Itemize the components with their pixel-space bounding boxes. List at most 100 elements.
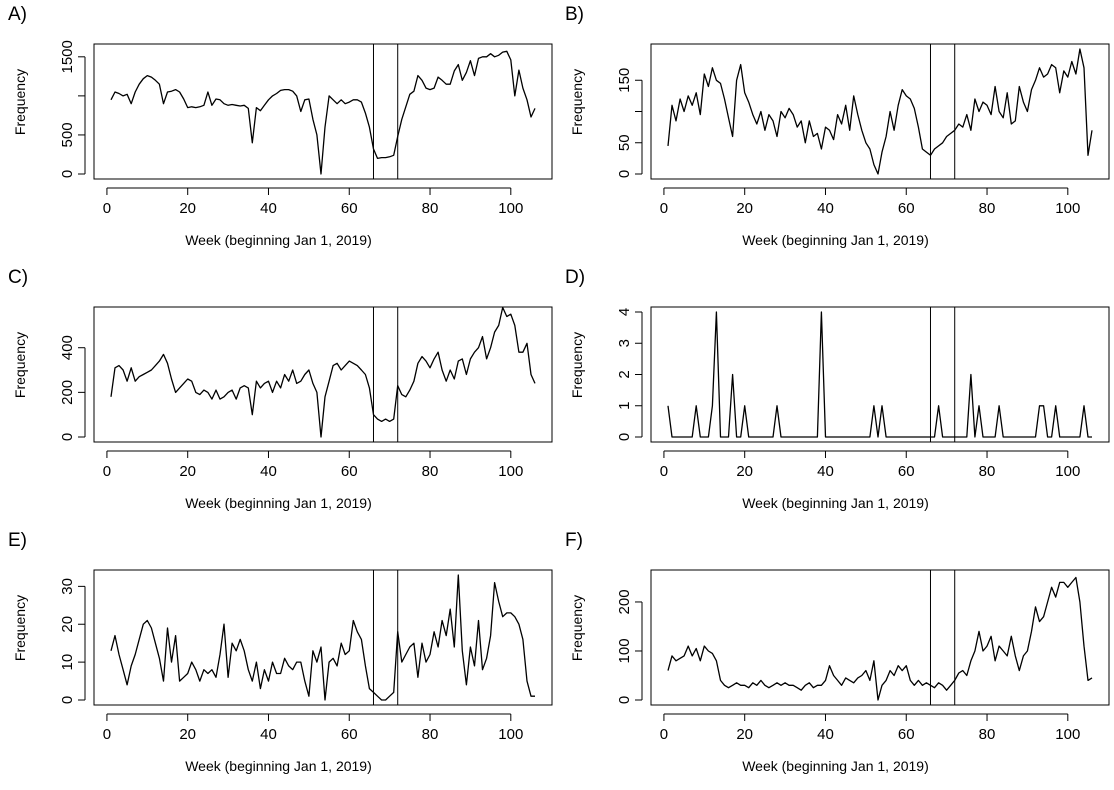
x-tick-label: 60: [341, 726, 358, 743]
chart-svg: 0 20 40 60 80 100 0 100 200: [616, 569, 1110, 743]
y-tick-label: 20: [59, 616, 76, 633]
x-tick-label: 80: [422, 200, 439, 217]
chart-panel-4: 0 20 40 60 80 100 0 1 2 3 4 D) Week (beginning Jan 1…: [557, 263, 1114, 526]
panel-letter: F): [565, 530, 583, 551]
panel-letter: B): [565, 4, 584, 25]
chart-panel-2: 0 20 40 60 80 100 0 50 150 B) Week (beginning Jan …: [557, 0, 1114, 263]
y-tick-label: 0: [59, 696, 76, 704]
x-tick-label: 40: [260, 463, 277, 480]
x-tick-label: 0: [103, 463, 111, 480]
x-axis-label: Week (beginning Jan 1, 2019): [742, 758, 929, 774]
x-tick-label: 80: [979, 200, 996, 217]
chart-panel-3: 0 20 40 60 80 100 0 200 400 C) Week (beginning Jan…: [0, 263, 557, 526]
y-axis-label: Frequency: [12, 594, 28, 662]
plot-frame: [650, 569, 1110, 706]
chart-svg: 0 20 40 60 80 100 0 200 400: [59, 306, 553, 480]
x-tick-label: 100: [498, 200, 523, 217]
chart-svg: 0 20 40 60 80 100 0 10 20 30: [59, 569, 553, 743]
chart-svg: 0 20 40 60 80 100 0 50 150: [616, 43, 1110, 217]
x-axis-label: Week (beginning Jan 1, 2019): [742, 495, 929, 511]
x-tick-label: 60: [898, 463, 915, 480]
chart-panel-1: 0 20 40 60 80 100 0 500 1500 A) Week (beginning Ja…: [0, 0, 557, 263]
y-tick-label: 500: [59, 122, 76, 147]
x-tick-label: 100: [1055, 463, 1080, 480]
series-line: [667, 576, 1093, 701]
x-axis-label: Week (beginning Jan 1, 2019): [742, 232, 929, 248]
plot-frame: [650, 306, 1110, 443]
y-tick-label: 0: [59, 170, 76, 178]
x-tick-label: 60: [898, 726, 915, 743]
x-tick-label: 100: [1055, 200, 1080, 217]
x-tick-label: 0: [103, 200, 111, 217]
panel-letter: A): [8, 4, 27, 25]
y-tick-label: 200: [59, 380, 76, 405]
x-tick-label: 20: [736, 726, 753, 743]
x-tick-label: 40: [260, 200, 277, 217]
x-tick-label: 20: [736, 463, 753, 480]
x-tick-label: 0: [660, 200, 668, 217]
x-axis-label: Week (beginning Jan 1, 2019): [185, 495, 372, 511]
plot-frame: [650, 43, 1110, 180]
x-tick-label: 100: [1055, 726, 1080, 743]
x-tick-label: 80: [979, 463, 996, 480]
y-tick-label: 4: [616, 308, 633, 316]
panel-letter: E): [8, 530, 27, 551]
panel-letter: D): [565, 267, 586, 288]
y-tick-label: 0: [616, 170, 633, 178]
x-tick-label: 20: [179, 726, 196, 743]
x-tick-label: 40: [817, 726, 834, 743]
chart-svg: 0 20 40 60 80 100 0 500 1500: [59, 40, 553, 217]
series-line: [110, 306, 536, 438]
x-tick-label: 100: [498, 726, 523, 743]
x-tick-label: 0: [103, 726, 111, 743]
chart-panel-6: 0 20 40 60 80 100 0 100 200 F) Week (beginning Jan…: [557, 526, 1114, 789]
y-tick-label: 50: [616, 134, 633, 151]
y-tick-label: 400: [59, 335, 76, 360]
y-axis-label: Frequency: [12, 331, 28, 399]
x-tick-label: 20: [179, 463, 196, 480]
x-tick-label: 60: [898, 200, 915, 217]
x-axis-label: Week (beginning Jan 1, 2019): [185, 758, 372, 774]
y-tick-label: 1: [616, 402, 633, 410]
plot-frame: [93, 569, 553, 706]
series-line: [667, 311, 1092, 438]
x-tick-label: 80: [422, 463, 439, 480]
x-axis-label: Week (beginning Jan 1, 2019): [185, 232, 372, 248]
series-line: [110, 50, 536, 175]
x-tick-label: 60: [341, 200, 358, 217]
x-tick-label: 20: [179, 200, 196, 217]
plot-frame: [93, 306, 553, 443]
y-tick-label: 2: [616, 370, 633, 378]
y-axis-label: Frequency: [569, 594, 585, 662]
x-tick-label: 0: [660, 726, 668, 743]
x-tick-label: 60: [341, 463, 358, 480]
y-axis-label: Frequency: [12, 68, 28, 136]
y-axis-label: Frequency: [569, 68, 585, 136]
plot-frame: [93, 43, 553, 180]
x-tick-label: 40: [817, 463, 834, 480]
series-line: [667, 48, 1093, 175]
y-tick-label: 0: [59, 433, 76, 441]
x-tick-label: 40: [260, 726, 277, 743]
x-tick-label: 80: [979, 726, 996, 743]
y-tick-label: 10: [59, 654, 76, 671]
panel-letter: C): [8, 267, 29, 288]
x-tick-label: 100: [498, 463, 523, 480]
y-tick-label: 100: [616, 638, 633, 663]
series-line: [110, 574, 535, 701]
y-tick-label: 30: [59, 578, 76, 595]
y-tick-label: 3: [616, 339, 633, 347]
y-tick-label: 150: [616, 68, 633, 93]
x-tick-label: 0: [660, 463, 668, 480]
y-tick-label: 0: [616, 696, 633, 704]
x-tick-label: 40: [817, 200, 834, 217]
chart-panel-5: 0 20 40 60 80 100 0 10 20 30 E) Week (beginning Jan…: [0, 526, 557, 789]
y-axis-label: Frequency: [569, 331, 585, 399]
x-tick-label: 80: [422, 726, 439, 743]
y-tick-label: 1500: [59, 40, 76, 73]
y-tick-label: 0: [616, 433, 633, 441]
x-tick-label: 20: [736, 200, 753, 217]
y-tick-label: 200: [616, 589, 633, 614]
chart-svg: 0 20 40 60 80 100 0 1 2 3 4: [616, 306, 1110, 480]
